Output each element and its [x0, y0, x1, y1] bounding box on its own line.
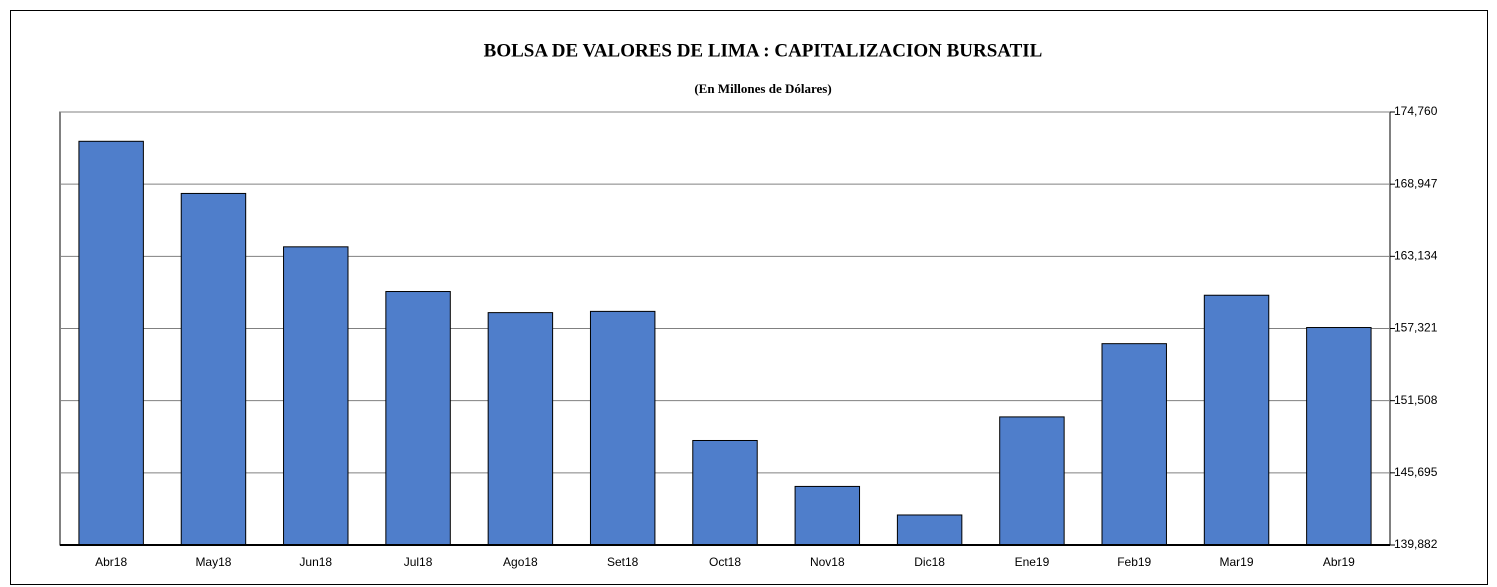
- chart-subtitle: (En Millones de Dólares): [694, 81, 831, 96]
- bar: [794, 485, 861, 546]
- bar: [78, 140, 144, 546]
- bar: [589, 310, 656, 546]
- bar: [385, 291, 451, 546]
- bar: [896, 514, 963, 546]
- x-tick-label: Jun18: [299, 555, 332, 569]
- bar: [283, 246, 349, 546]
- x-tick-label: Abr18: [95, 555, 127, 569]
- chart-title: BOLSA DE VALORES DE LIMA : CAPITALIZACIO…: [484, 40, 1043, 61]
- bar: [1101, 343, 1167, 546]
- y-tick-label: 163,134: [1394, 249, 1438, 263]
- x-tick-label: Ene19: [1015, 555, 1050, 569]
- x-tick-label: Abr19: [1323, 555, 1355, 569]
- bar: [999, 416, 1065, 546]
- y-tick-label: 168,947: [1394, 176, 1438, 190]
- bar: [180, 192, 247, 546]
- bar: [487, 312, 554, 546]
- x-tick-label: Oct18: [709, 555, 741, 569]
- x-tick-label: Nov18: [810, 555, 845, 569]
- y-tick-label: 157,321: [1394, 321, 1438, 335]
- x-tick-label: May18: [195, 555, 231, 569]
- y-tick-label: 145,695: [1394, 465, 1438, 479]
- x-tick-label: Jul18: [404, 555, 433, 569]
- x-tick-label: Set18: [607, 555, 639, 569]
- bar: [1306, 327, 1372, 546]
- y-tick-label: 139,882: [1394, 537, 1438, 551]
- x-tick-label: Mar19: [1220, 555, 1254, 569]
- x-tick-label: Feb19: [1117, 555, 1151, 569]
- y-tick-label: 174,760: [1394, 104, 1438, 118]
- x-tick-label: Ago18: [503, 555, 538, 569]
- bar: [692, 439, 758, 546]
- x-tick-label: Dic18: [914, 555, 945, 569]
- y-tick-label: 151,508: [1394, 393, 1438, 407]
- bar: [1203, 294, 1270, 546]
